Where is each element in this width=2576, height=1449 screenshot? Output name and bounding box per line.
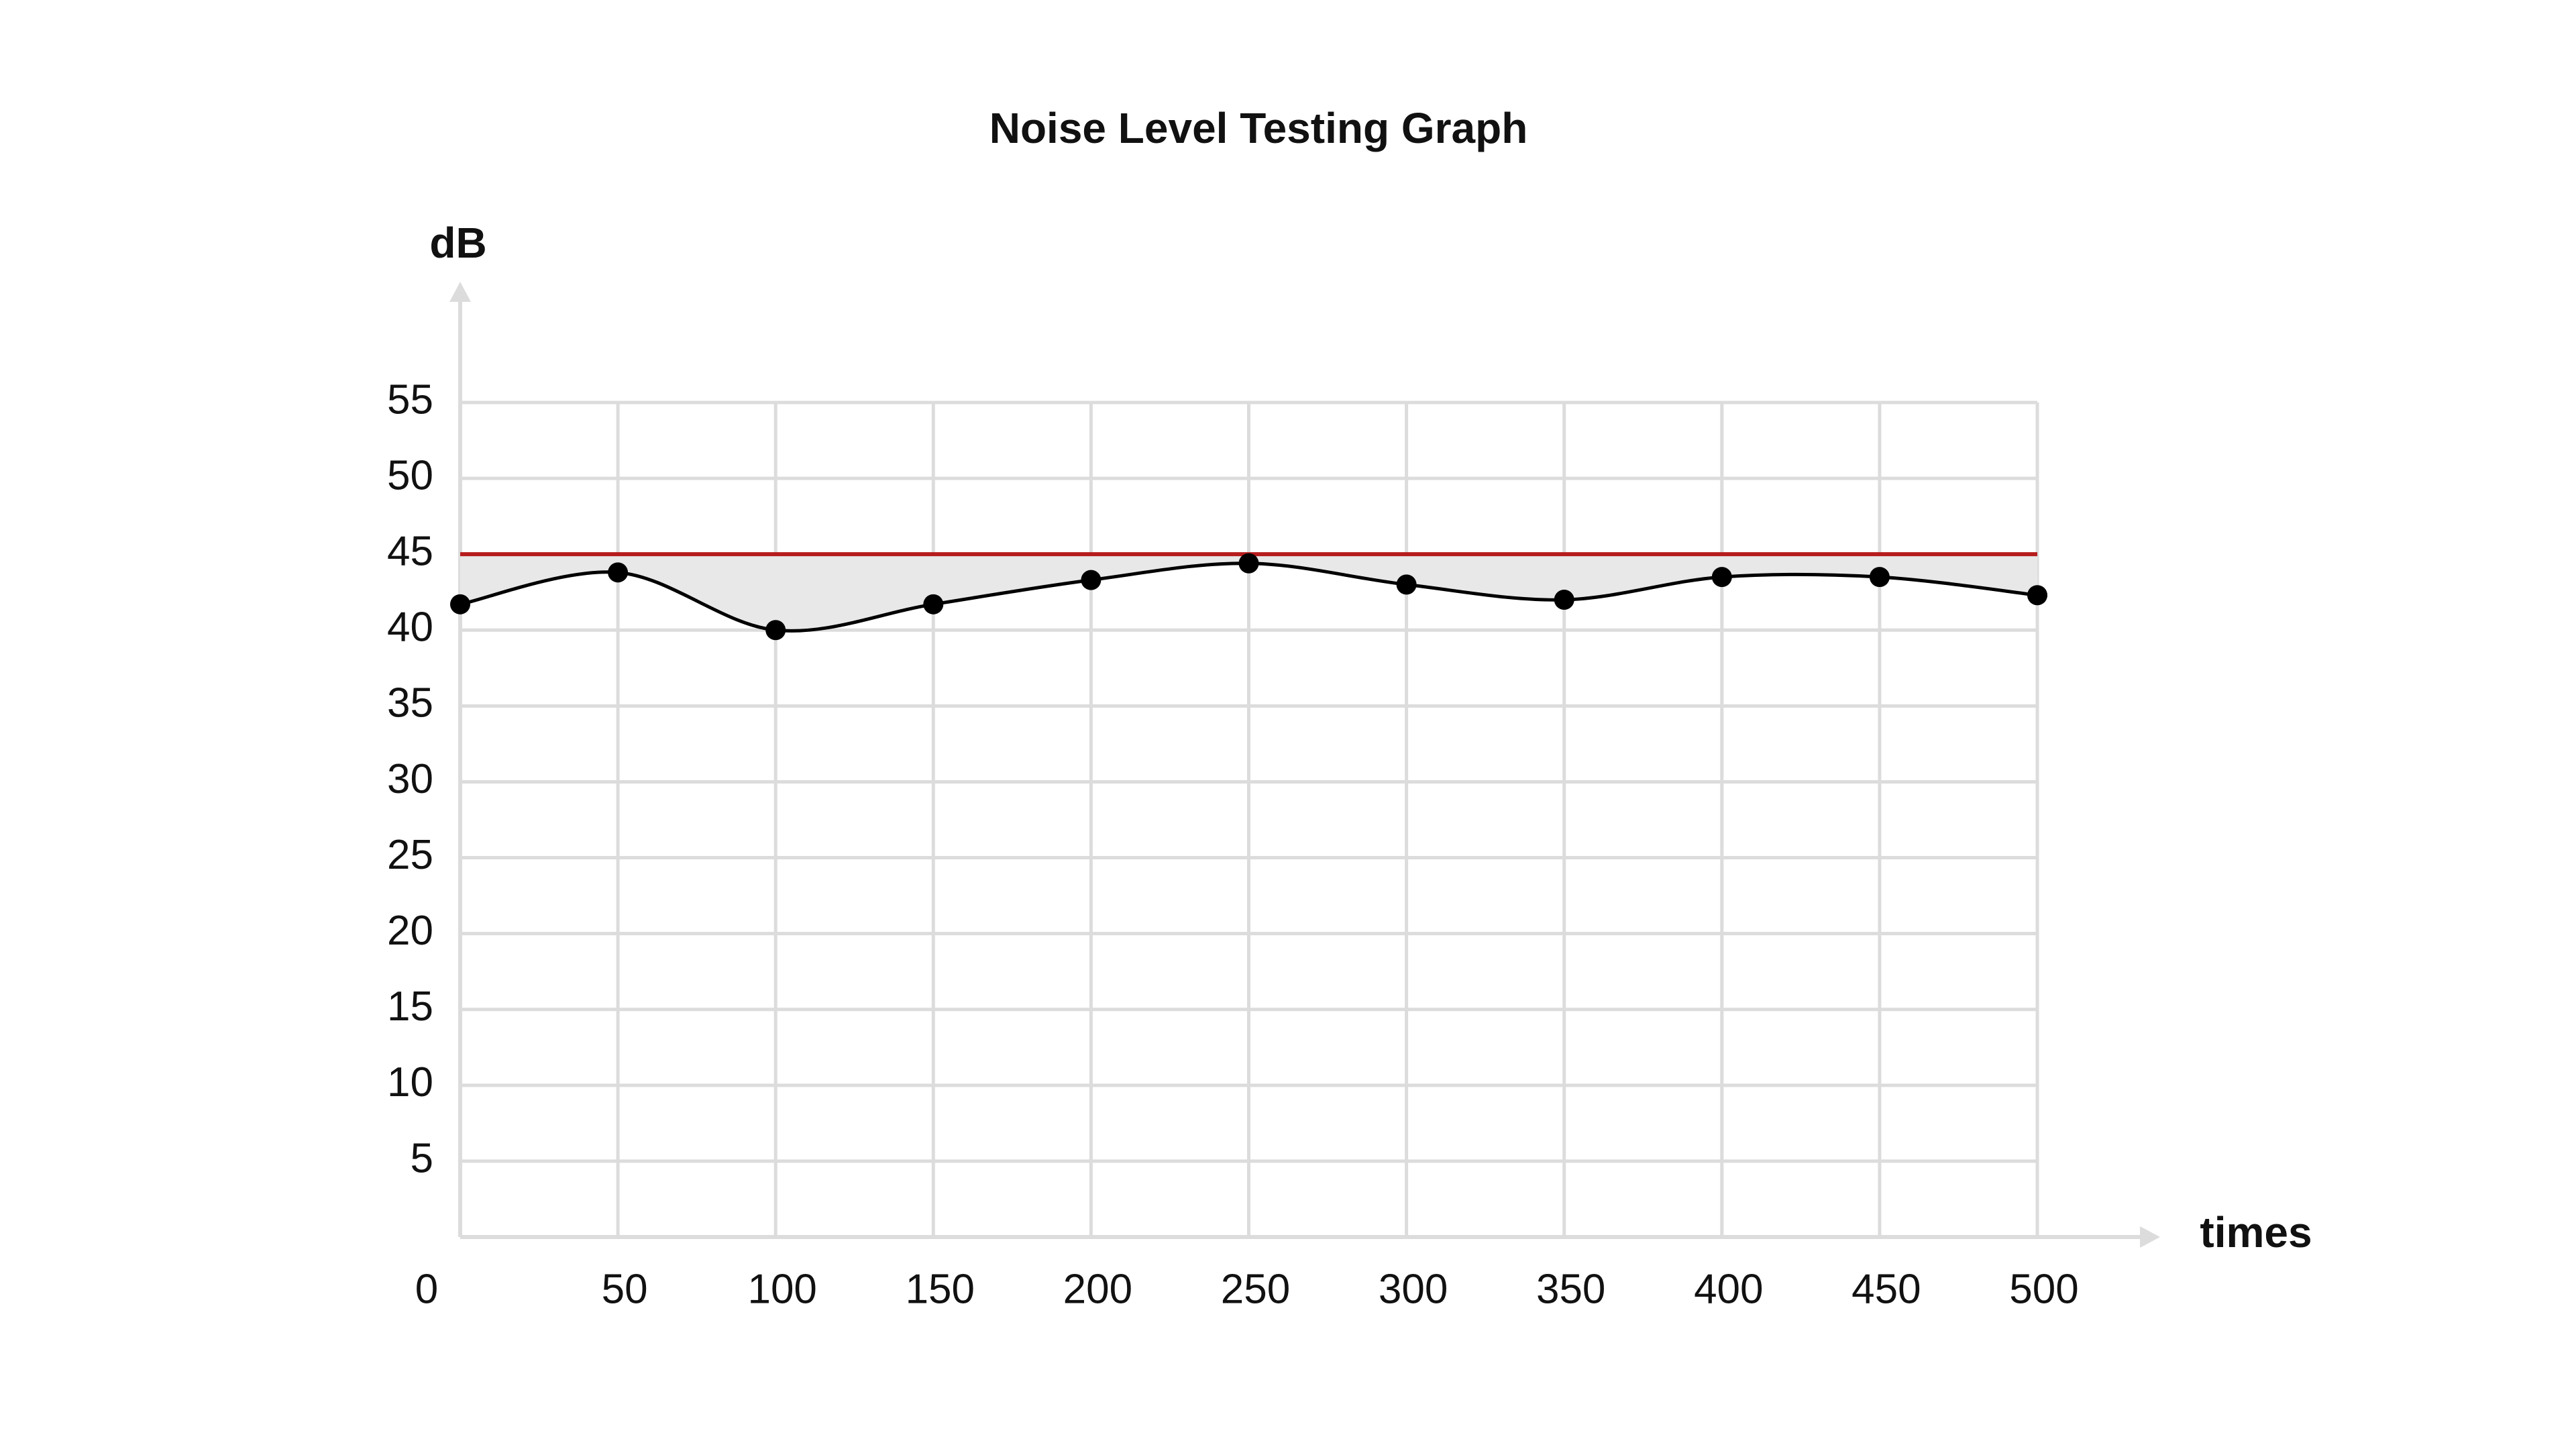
y-tick-label: 10 [387,1059,433,1106]
point [1081,570,1102,590]
y-tick-label: 35 [387,680,433,727]
y-tick-label: 45 [387,529,433,575]
y-tick-label: 30 [387,756,433,802]
y-tick-label: 5 [411,1135,433,1181]
x-tick-label: 50 [602,1266,648,1312]
x-tick-label: 200 [1063,1266,1132,1312]
x-tick-label: 350 [1536,1266,1605,1312]
point [1238,553,1259,574]
x-axis-arrow [2140,1226,2160,1248]
y-tick-label: 20 [387,908,433,954]
point [608,562,629,583]
chart-title: Noise Level Testing Graph [989,104,1528,152]
x-axis-label: times [2200,1208,2312,1256]
y-tick-label: 40 [387,604,433,651]
point [923,594,944,614]
point [1869,567,1890,588]
y-axis-label: dB [429,219,486,267]
y-axis-arrow [449,282,471,302]
shaded-area [460,554,2037,631]
x-tick-label: 400 [1694,1266,1763,1312]
point [450,594,470,614]
x-tick-label: 100 [747,1266,816,1312]
x-tick-label: 450 [1851,1266,1921,1312]
y-tick-label: 55 [387,376,433,423]
y-tick-label: 50 [387,452,433,498]
point [1396,574,1417,595]
point [2027,585,2047,606]
x-tick-label: 500 [2009,1266,2078,1312]
x-tick-label: 150 [906,1266,975,1312]
point [1554,590,1574,610]
x-tick-label: 300 [1379,1266,1448,1312]
y-tick-label: 15 [387,983,433,1030]
point [1711,567,1732,588]
x-tick-label: 0 [415,1266,438,1312]
x-tick-label: 250 [1221,1266,1290,1312]
point [765,620,786,641]
y-tick-label: 25 [387,832,433,878]
